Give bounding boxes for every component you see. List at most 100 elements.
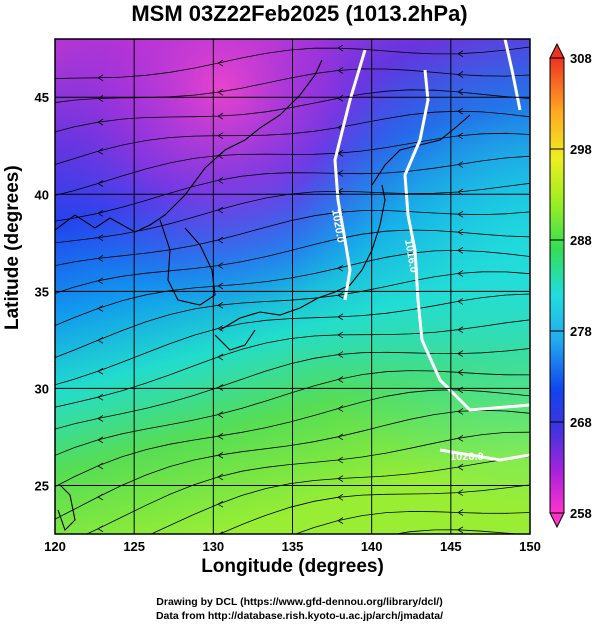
streamline-arrow-62 [337,331,344,339]
streamline-arrow-106 [457,526,464,534]
streamline-35 [55,210,530,267]
streamline-arrow-91 [457,463,464,471]
map-gridlines [55,39,530,534]
streamline-arrow-46 [457,247,464,254]
map-title: MSM 03Z22Feb2025 (1013.2hPa) [131,1,468,26]
streamline-arrow-13 [217,112,224,120]
streamline-55 [55,293,530,386]
streamline-arrow-74 [97,436,104,444]
streamline-arrow-52 [337,291,344,299]
y-axis-label: Latitude (degrees) [2,165,23,330]
colorbar-label-298: 298 [570,142,592,157]
colorbar-body [549,57,565,514]
streamline-arrow-83 [217,451,224,459]
streamline-arrow-39 [97,255,104,262]
streamline-arrow-54 [97,336,104,344]
streamline-arrow-2 [337,44,344,52]
streamline-arrow-28 [217,177,224,184]
streamline-arrow-87 [337,456,344,464]
lon-tick-120: 120 [44,539,66,554]
streamline-arrow-68 [217,384,224,391]
streamline-arrow-92 [337,475,344,482]
colorbar-label-258: 258 [570,506,592,521]
isobar-1020-south [439,448,530,462]
streamline-0 [55,46,530,79]
streamline-arrow-8 [217,88,224,96]
korea-coast [159,219,216,306]
isobar-label-1: 1020.0 [329,208,347,243]
streamline-arrow-47 [337,264,344,272]
streamline-arrow-79 [97,462,104,470]
lon-tick-130: 130 [202,539,224,554]
wind-streamlines [55,44,530,589]
lat-tick-35: 35 [35,284,49,299]
streamline-arrow-72 [337,376,344,383]
streamline-40 [55,229,530,294]
longitude-ticks: 120 125 130 135 140 145 150 [44,539,541,554]
isobar-1016 [403,69,530,412]
streamline-arrow-33 [217,206,224,214]
streamline-arrow-107 [338,546,343,552]
streamline-arrow-61 [457,326,464,334]
streamline-arrow-43 [217,262,224,269]
streamline-arrow-53 [217,301,224,309]
colorbar-label-268: 268 [570,415,592,430]
streamline-arrow-11 [457,88,464,96]
streamline-arrow-102 [337,517,344,524]
isobar-1020-west [333,49,367,301]
streamline-arrow-42 [337,235,344,243]
streamline-80 [55,409,530,520]
colorbar-lower-extend [549,512,565,529]
streamline-arrow-108 [218,583,223,589]
streamline-arrow-56 [457,298,464,305]
isobar-northeast [503,39,522,111]
streamline-arrow-1 [457,50,464,58]
streamline-105 [393,529,523,534]
streamline-arrow-19 [97,147,104,155]
streamline-arrow-98 [218,531,224,534]
colorbar-label-278: 278 [570,324,592,339]
colorbar-label-288: 288 [570,233,592,248]
colorbar-upper-extend [549,42,565,59]
latitude-ticks: 25 30 35 40 45 [35,90,49,493]
mainland-coast [55,59,323,233]
lon-tick-150: 150 [519,539,541,554]
streamline-arrow-88 [217,473,224,481]
streamline-25 [55,155,530,222]
kyushu-coast [214,329,256,351]
lon-tick-140: 140 [361,539,383,554]
streamline-95 [218,484,530,534]
streamline-arrow-93 [217,500,224,508]
colorbar-label-308: 308 [570,51,592,66]
streamline-arrow-18 [217,132,224,140]
streamline-arrow-3 [217,59,224,67]
streamline-15 [55,110,530,165]
streamline-arrow-63 [217,353,224,361]
streamline-arrow-34 [97,234,104,242]
streamline-arrow-64 [97,393,104,401]
streamline-arrow-82 [337,433,344,441]
streamline-arrow-58 [217,325,224,332]
lat-tick-40: 40 [35,187,49,202]
streamline-arrow-4 [97,74,104,82]
streamline-20 [55,132,530,196]
streamline-45 [55,249,530,327]
colorbar-ticks: 308 298 288 278 268 258 [550,51,592,521]
streamline-arrow-36 [457,210,464,218]
streamline-arrow-41 [457,228,464,236]
streamline-arrow-14 [97,118,104,126]
streamline-70 [55,370,530,456]
lon-tick-135: 135 [282,539,304,554]
streamline-arrow-24 [97,180,104,187]
streamline-arrow-81 [457,408,464,415]
isobars [333,39,530,462]
streamline-5 [55,68,530,103]
streamline-arrow-59 [97,367,104,375]
streamline-arrow-21 [457,132,464,140]
streamline-50 [55,271,530,358]
streamline-arrow-101 [457,509,464,516]
lon-tick-145: 145 [440,539,462,554]
streamline-arrow-67 [337,351,344,358]
streamline-arrow-38 [217,236,224,244]
